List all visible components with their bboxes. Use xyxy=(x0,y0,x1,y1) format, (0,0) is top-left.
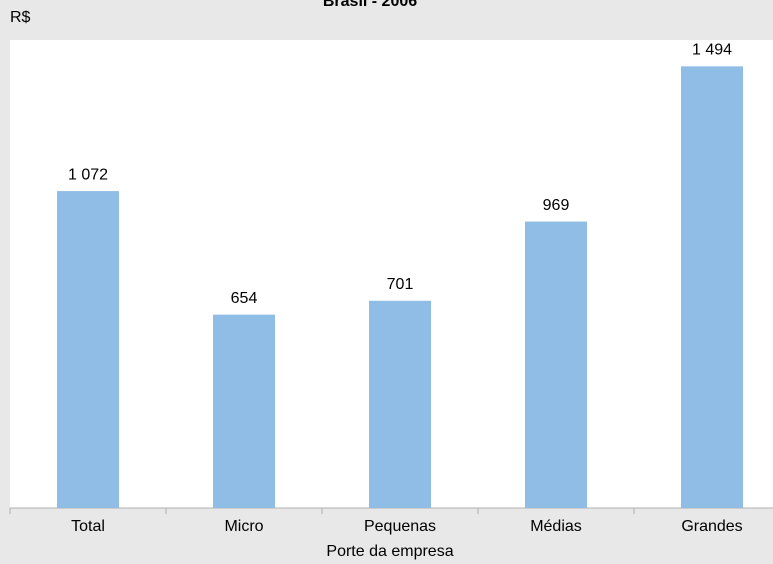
bar xyxy=(369,300,431,508)
bar xyxy=(681,66,743,509)
x-tick-label: Micro xyxy=(224,518,263,535)
y-axis-label: R$ xyxy=(10,9,31,26)
data-label: 969 xyxy=(543,197,570,214)
x-tick-label: Pequenas xyxy=(364,518,436,535)
bar xyxy=(213,314,275,508)
x-tick-label: Grandes xyxy=(681,518,742,535)
data-label: 701 xyxy=(387,276,414,293)
bar xyxy=(525,221,587,508)
data-label: 654 xyxy=(231,290,258,307)
x-axis-label: Porte da empresa xyxy=(326,543,453,560)
data-label: 1 072 xyxy=(68,166,108,183)
x-tick-label: Total xyxy=(71,518,105,535)
bar xyxy=(57,191,119,508)
chart-title: Brasil - 2006 xyxy=(323,0,417,10)
data-label: 1 494 xyxy=(692,42,732,59)
x-tick-label: Médias xyxy=(530,518,582,535)
